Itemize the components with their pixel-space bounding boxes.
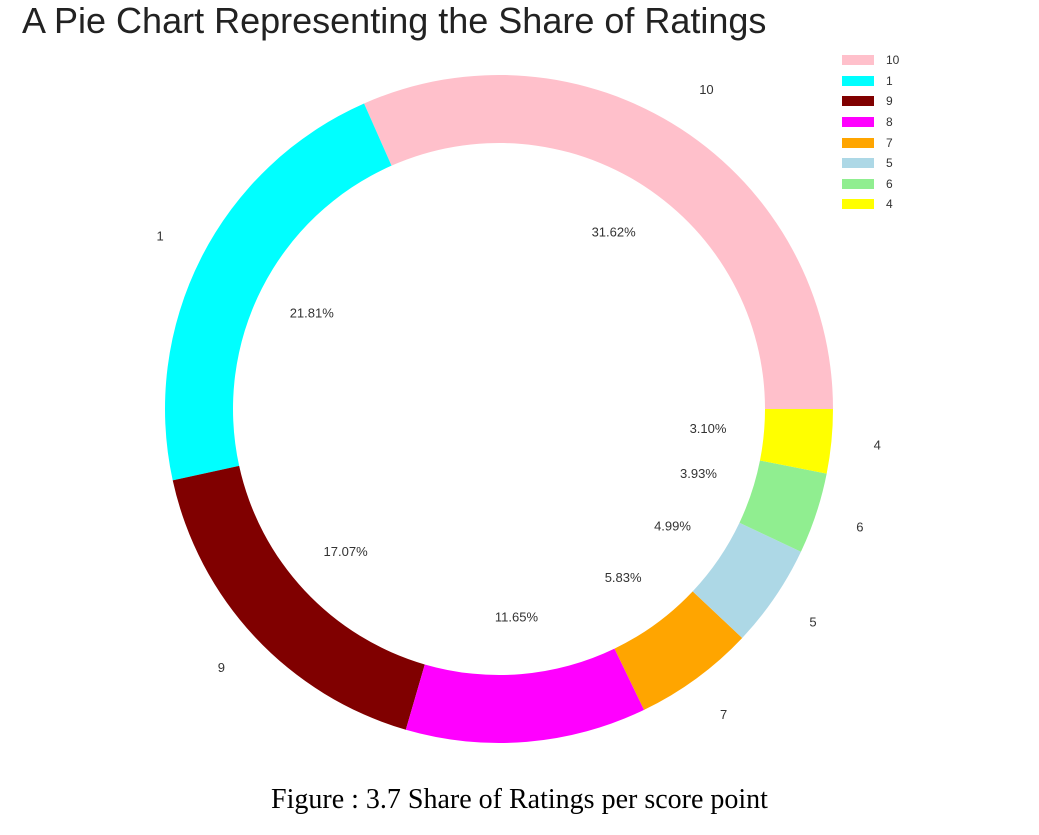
slice-10	[364, 75, 833, 410]
slice-category-label: 9	[218, 660, 225, 675]
slice-7	[614, 591, 743, 710]
slice-category-label: 7	[720, 707, 727, 722]
legend-label: 6	[886, 176, 893, 191]
legend-item: 7	[842, 132, 899, 153]
slice-percent-label: 3.93%	[680, 466, 717, 481]
slice-5	[692, 522, 801, 638]
slice-group	[164, 75, 833, 743]
slice-category-label: 5	[809, 615, 816, 630]
slice-category-label: 6	[856, 519, 863, 534]
figure-caption: Figure : 3.7 Share of Ratings per score …	[271, 784, 768, 815]
legend-item: 5	[842, 153, 899, 174]
legend-item: 4	[842, 194, 899, 215]
legend-label: 1	[886, 73, 893, 88]
slice-percent-label: 3.10%	[690, 421, 727, 436]
legend-label: 9	[886, 94, 893, 109]
legend-label: 10	[886, 53, 900, 68]
legend-swatch	[842, 55, 874, 66]
slice-9	[172, 465, 425, 730]
legend-item: 8	[842, 112, 899, 133]
legend-item: 1	[842, 71, 899, 92]
slice-4	[759, 409, 833, 474]
slice-percent-label: 17.07%	[324, 544, 369, 559]
legend-item: 10	[842, 50, 899, 71]
slice-percent-label: 4.99%	[654, 519, 691, 534]
legend-swatch	[842, 199, 874, 210]
legend-item: 9	[842, 91, 899, 112]
slice-percent-label: 21.81%	[290, 305, 335, 320]
legend-swatch	[842, 75, 874, 86]
slice-category-label: 4	[874, 437, 881, 452]
legend-swatch	[842, 117, 874, 128]
legend-swatch	[842, 96, 874, 107]
legend: 10 1 9 8 7 5 6 4	[842, 50, 899, 215]
legend-swatch	[842, 137, 874, 148]
legend-label: 8	[886, 115, 893, 130]
legend-item: 6	[842, 174, 899, 195]
label-group: 31.62%1021.81%117.07%911.65%85.83%74.99%…	[157, 82, 881, 722]
legend-label: 7	[886, 135, 893, 150]
slice-percent-label: 5.83%	[605, 570, 642, 585]
donut-chart: 31.62%1021.81%117.07%911.65%85.83%74.99%…	[157, 75, 881, 743]
slice-6	[739, 460, 827, 552]
slice-8	[405, 648, 645, 743]
legend-swatch	[842, 158, 874, 169]
slice-category-label: 1	[157, 228, 164, 243]
slice-percent-label: 31.62%	[592, 224, 637, 239]
legend-label: 5	[886, 156, 893, 171]
legend-label: 4	[886, 197, 893, 212]
slice-category-label: 10	[699, 82, 713, 97]
slice-1	[164, 103, 392, 481]
legend-swatch	[842, 178, 874, 189]
chart-title: A Pie Chart Representing the Share of Ra…	[22, 0, 767, 41]
slice-percent-label: 11.65%	[495, 610, 539, 625]
